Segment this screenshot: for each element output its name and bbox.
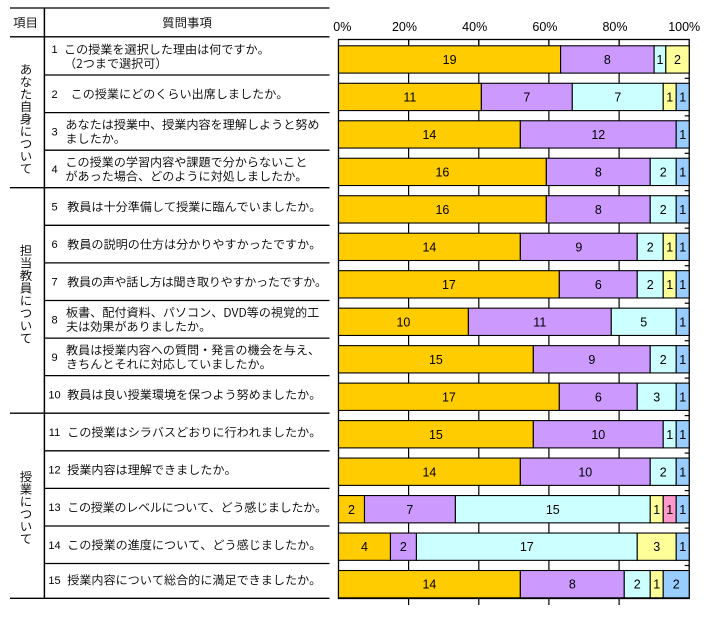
svg-text:1: 1 xyxy=(666,428,673,442)
svg-text:9: 9 xyxy=(51,352,57,364)
svg-text:3: 3 xyxy=(653,390,660,404)
svg-text:15: 15 xyxy=(48,575,60,587)
svg-text:10: 10 xyxy=(48,389,60,401)
svg-text:60%: 60% xyxy=(532,20,557,34)
svg-text:2: 2 xyxy=(674,53,681,67)
svg-text:1: 1 xyxy=(679,390,686,404)
svg-text:1: 1 xyxy=(657,53,664,67)
svg-text:17: 17 xyxy=(520,540,534,554)
svg-text:10: 10 xyxy=(578,465,592,479)
svg-text:8: 8 xyxy=(569,578,576,592)
svg-text:1: 1 xyxy=(679,315,686,329)
svg-text:40%: 40% xyxy=(462,20,487,34)
svg-text:10: 10 xyxy=(396,315,410,329)
svg-text:2: 2 xyxy=(400,540,407,554)
svg-text:7: 7 xyxy=(614,91,621,105)
svg-text:1: 1 xyxy=(679,203,686,217)
svg-text:1: 1 xyxy=(679,240,686,254)
svg-text:10: 10 xyxy=(591,428,605,442)
svg-text:11: 11 xyxy=(533,315,546,329)
svg-text:2: 2 xyxy=(348,503,355,517)
svg-text:1: 1 xyxy=(679,166,686,180)
svg-text:1: 1 xyxy=(679,91,686,105)
svg-text:6: 6 xyxy=(595,278,602,292)
svg-text:8: 8 xyxy=(595,166,602,180)
svg-text:11: 11 xyxy=(49,427,60,439)
svg-text:2: 2 xyxy=(673,578,680,592)
svg-text:2: 2 xyxy=(660,353,667,367)
svg-text:14: 14 xyxy=(422,240,436,254)
svg-text:15: 15 xyxy=(546,503,560,517)
svg-text:1: 1 xyxy=(666,278,673,292)
svg-text:15: 15 xyxy=(429,353,443,367)
svg-text:1: 1 xyxy=(653,578,660,592)
svg-text:1: 1 xyxy=(666,503,673,517)
svg-text:0%: 0% xyxy=(333,20,351,34)
svg-text:2: 2 xyxy=(660,465,667,479)
svg-text:13: 13 xyxy=(48,502,60,514)
svg-text:7: 7 xyxy=(523,91,530,105)
svg-text:16: 16 xyxy=(435,203,449,217)
svg-text:4: 4 xyxy=(361,540,368,554)
svg-text:9: 9 xyxy=(575,240,582,254)
svg-text:7: 7 xyxy=(51,277,57,289)
svg-text:2: 2 xyxy=(51,89,57,101)
svg-text:2: 2 xyxy=(647,240,654,254)
svg-text:14: 14 xyxy=(48,540,60,552)
svg-text:1: 1 xyxy=(666,91,673,105)
svg-text:7: 7 xyxy=(406,503,413,517)
svg-text:4: 4 xyxy=(51,164,57,176)
svg-text:19: 19 xyxy=(443,53,457,67)
svg-text:1: 1 xyxy=(679,465,686,479)
svg-text:1: 1 xyxy=(679,128,686,142)
svg-text:17: 17 xyxy=(442,390,456,404)
svg-text:15: 15 xyxy=(429,428,443,442)
svg-text:8: 8 xyxy=(51,314,57,326)
svg-text:20%: 20% xyxy=(392,20,417,34)
svg-text:6: 6 xyxy=(595,390,602,404)
svg-text:2: 2 xyxy=(660,166,667,180)
svg-text:1: 1 xyxy=(51,44,57,56)
svg-text:1: 1 xyxy=(679,278,686,292)
svg-text:3: 3 xyxy=(653,540,660,554)
svg-text:100%: 100% xyxy=(668,20,700,34)
svg-text:12: 12 xyxy=(591,128,605,142)
svg-text:1: 1 xyxy=(666,240,673,254)
svg-text:14: 14 xyxy=(422,128,436,142)
svg-text:8: 8 xyxy=(604,53,611,67)
svg-text:5: 5 xyxy=(51,202,57,214)
svg-text:1: 1 xyxy=(679,540,686,554)
svg-text:12: 12 xyxy=(48,465,60,477)
svg-text:11: 11 xyxy=(403,91,416,105)
svg-text:1: 1 xyxy=(679,353,686,367)
svg-text:80%: 80% xyxy=(602,20,627,34)
svg-text:17: 17 xyxy=(442,278,456,292)
svg-text:2: 2 xyxy=(647,278,654,292)
svg-text:3: 3 xyxy=(51,126,57,138)
svg-text:14: 14 xyxy=(422,578,436,592)
svg-text:1: 1 xyxy=(653,503,660,517)
svg-text:1: 1 xyxy=(679,503,686,517)
svg-text:9: 9 xyxy=(588,353,595,367)
svg-text:8: 8 xyxy=(595,203,602,217)
svg-text:14: 14 xyxy=(422,465,436,479)
svg-text:6: 6 xyxy=(51,239,57,251)
svg-text:2: 2 xyxy=(660,203,667,217)
svg-text:2: 2 xyxy=(634,578,641,592)
svg-text:16: 16 xyxy=(435,166,449,180)
svg-text:5: 5 xyxy=(640,315,647,329)
svg-text:1: 1 xyxy=(679,428,686,442)
